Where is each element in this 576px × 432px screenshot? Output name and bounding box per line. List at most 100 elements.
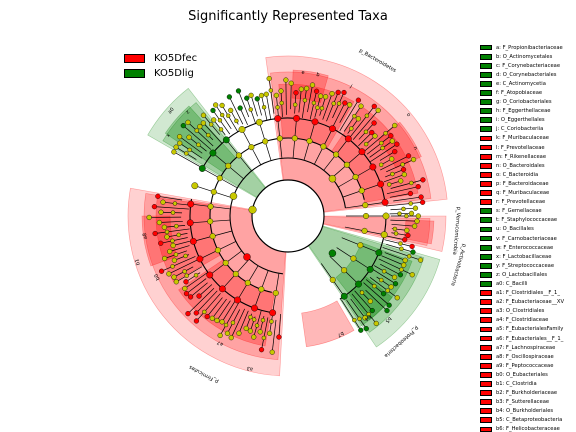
tip-node bbox=[331, 101, 336, 106]
tip-node bbox=[234, 118, 239, 124]
tip-node bbox=[313, 88, 320, 94]
branch-edge bbox=[390, 179, 423, 189]
taxa-legend-item: b4: O_Burkholderiales bbox=[480, 407, 576, 416]
taxa-legend-swatch bbox=[480, 44, 492, 51]
taxa-legend-swatch bbox=[480, 381, 492, 387]
tip-node bbox=[369, 307, 375, 314]
internal-node bbox=[248, 144, 255, 151]
tip-node bbox=[358, 103, 364, 109]
tip-node bbox=[228, 107, 234, 113]
tip-node bbox=[162, 255, 168, 262]
branch-edge bbox=[385, 201, 423, 207]
tip-node bbox=[187, 294, 194, 300]
sector-label: a3 bbox=[246, 365, 254, 372]
branch-edge bbox=[173, 151, 201, 167]
tip-node bbox=[193, 273, 199, 278]
sector-label: a0 bbox=[167, 107, 176, 116]
tip-node bbox=[230, 320, 236, 325]
taxa-legend-label: m: F_Rikenellaceae bbox=[496, 153, 547, 160]
tip-node bbox=[166, 271, 172, 277]
tip-node bbox=[151, 204, 157, 210]
branch-edge bbox=[322, 93, 333, 120]
branch-edge bbox=[326, 92, 339, 122]
taxa-legend-item: a9: F_Peptococcaceae bbox=[480, 361, 576, 370]
taxa-legend-label: b6: F_Helicobacteraceae bbox=[496, 426, 560, 432]
taxa-legend-swatch bbox=[480, 153, 492, 160]
tip-node bbox=[263, 91, 269, 97]
tip-node bbox=[275, 105, 280, 110]
branch-edge bbox=[169, 245, 190, 252]
internal-node bbox=[375, 249, 383, 257]
tip-node bbox=[196, 142, 201, 147]
taxa-legend-swatch bbox=[480, 399, 492, 406]
branch-edge bbox=[179, 136, 203, 154]
taxa-legend-item: h: F_Eggerthellaceae bbox=[480, 107, 576, 116]
branch-edge bbox=[369, 277, 398, 299]
taxa-legend-swatch bbox=[480, 235, 492, 242]
tip-node bbox=[311, 100, 317, 106]
tip-node bbox=[184, 273, 189, 278]
tip-node bbox=[206, 132, 211, 138]
tip-node bbox=[164, 229, 170, 235]
internal-node bbox=[232, 270, 239, 277]
taxa-legend-item: m: F_Rikenellaceae bbox=[480, 152, 576, 161]
tip-node bbox=[393, 231, 399, 236]
taxa-legend-swatch bbox=[480, 417, 492, 424]
taxa-legend-label: b3: F_Sutterellaceae bbox=[496, 399, 550, 406]
tip-node bbox=[390, 171, 395, 177]
taxa-legend-label: h: F_Eggerthellaceae bbox=[496, 108, 551, 115]
branch-edge bbox=[384, 239, 413, 247]
class-legend-item-ko5dlig: KO5Dlig bbox=[124, 66, 197, 80]
tip-node bbox=[204, 313, 210, 320]
taxa-legend-swatch bbox=[480, 353, 492, 360]
tip-node bbox=[228, 335, 234, 341]
taxa-legend-item: v: F_Carnobacteriaceae bbox=[480, 234, 576, 243]
internal-node bbox=[358, 148, 366, 156]
tip-node bbox=[176, 232, 181, 238]
sector-label: b5 bbox=[384, 315, 393, 324]
tip-node bbox=[152, 230, 158, 237]
tip-node bbox=[217, 118, 223, 123]
internal-node bbox=[357, 242, 364, 249]
taxa-legend-swatch bbox=[480, 335, 492, 342]
taxa-legend-swatch bbox=[480, 244, 492, 251]
taxa-legend-label: v: F_Carnobacteriaceae bbox=[496, 235, 557, 242]
tip-node bbox=[288, 80, 294, 86]
taxa-legend-label: k: F_Muribaculaceae bbox=[496, 135, 549, 142]
tip-node bbox=[226, 94, 232, 100]
tip-node bbox=[409, 243, 415, 250]
tip-node bbox=[363, 326, 369, 332]
taxa-legend-swatch bbox=[480, 390, 492, 396]
branch-edge bbox=[212, 110, 231, 135]
branch-edge bbox=[364, 125, 395, 151]
tip-node bbox=[362, 315, 368, 321]
sector-label: b bbox=[316, 72, 320, 79]
branch-edge bbox=[155, 228, 190, 234]
taxa-legend-item: e: C_Actinomycetia bbox=[480, 79, 576, 88]
internal-node bbox=[206, 271, 214, 279]
tip-node bbox=[414, 218, 420, 224]
internal-node bbox=[210, 188, 217, 195]
branch-edge bbox=[183, 125, 212, 150]
tip-node bbox=[392, 281, 399, 287]
tip-node bbox=[372, 283, 377, 289]
branch-edge bbox=[213, 119, 226, 136]
branch-edge bbox=[190, 282, 208, 298]
sector-label: a7 bbox=[216, 339, 224, 347]
tip-node bbox=[410, 156, 417, 163]
root-node bbox=[248, 205, 257, 214]
tip-node bbox=[302, 98, 308, 103]
tip-node bbox=[397, 211, 402, 216]
tip-node bbox=[386, 302, 392, 308]
internal-node bbox=[329, 125, 336, 133]
internal-node bbox=[258, 286, 265, 293]
tip-node bbox=[156, 219, 162, 226]
cladogram-edges bbox=[149, 78, 423, 353]
tip-node bbox=[363, 141, 369, 147]
internal-node bbox=[225, 162, 232, 169]
tip-node bbox=[200, 112, 207, 118]
tip-node bbox=[170, 264, 175, 269]
taxa-legend-item: u: O_Bacillales bbox=[480, 225, 576, 234]
tip-node bbox=[420, 199, 426, 205]
tip-node bbox=[158, 209, 164, 215]
